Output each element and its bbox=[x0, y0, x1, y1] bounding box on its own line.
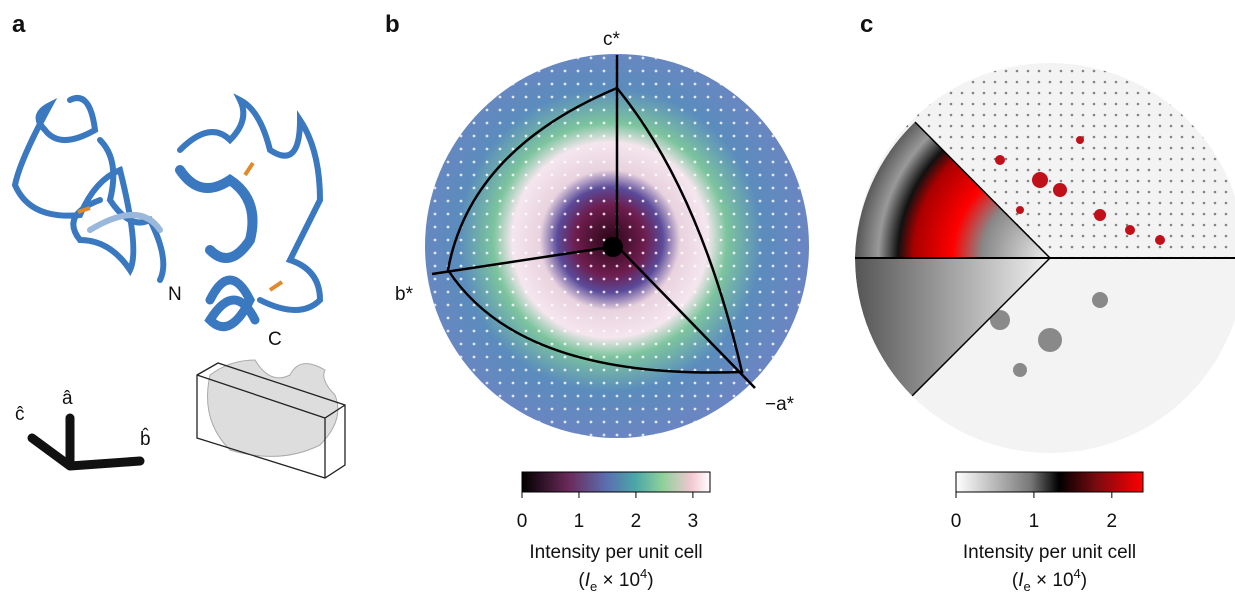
unit-part: 4 bbox=[640, 566, 647, 581]
figure: a N C â ĉ b̂ b c* b* −a* c 0 1 2 3 Intensity… bbox=[0, 0, 1235, 592]
axis-label: b* bbox=[395, 284, 414, 305]
panel-label: c bbox=[860, 11, 873, 38]
colorbar-unit: (Ie × 104) bbox=[1012, 566, 1087, 592]
panel-label: a bbox=[12, 11, 26, 38]
panel-label: b bbox=[385, 11, 400, 38]
unit-part: 4 bbox=[1074, 566, 1081, 581]
axis-label: â bbox=[62, 388, 73, 409]
tick-label: 2 bbox=[631, 511, 642, 532]
unit-part: ) bbox=[1081, 570, 1087, 591]
tick-label: 0 bbox=[517, 511, 528, 532]
axes-icon bbox=[32, 418, 140, 466]
axis-label: c* bbox=[603, 29, 621, 50]
colorbar bbox=[522, 472, 710, 492]
colorbar-title: Intensity per unit cell bbox=[529, 542, 702, 563]
diffraction-pattern bbox=[850, 60, 1235, 460]
colorbar-unit: (Ie × 104) bbox=[578, 566, 653, 592]
unit-part: × 10 bbox=[597, 570, 640, 591]
density-box bbox=[197, 360, 345, 478]
terminus-label: C bbox=[268, 329, 282, 350]
axis-label: b̂ bbox=[140, 428, 151, 450]
tick-label: 3 bbox=[688, 511, 699, 532]
tick-label: 2 bbox=[1107, 511, 1118, 532]
axis-label: ĉ bbox=[15, 404, 25, 425]
unit-part: × 10 bbox=[1031, 570, 1074, 591]
unit-part: e bbox=[1024, 579, 1031, 592]
axis-label: −a* bbox=[765, 394, 795, 415]
terminus-label: N bbox=[168, 284, 182, 305]
tick-label: 1 bbox=[1029, 511, 1040, 532]
unit-part: e bbox=[590, 579, 597, 592]
colorbar-title: Intensity per unit cell bbox=[963, 542, 1136, 563]
tick-label: 0 bbox=[951, 511, 962, 532]
tick-label: 1 bbox=[574, 511, 585, 532]
beam-stop bbox=[603, 237, 623, 257]
colorbar bbox=[956, 472, 1143, 492]
unit-part: ) bbox=[647, 570, 653, 591]
